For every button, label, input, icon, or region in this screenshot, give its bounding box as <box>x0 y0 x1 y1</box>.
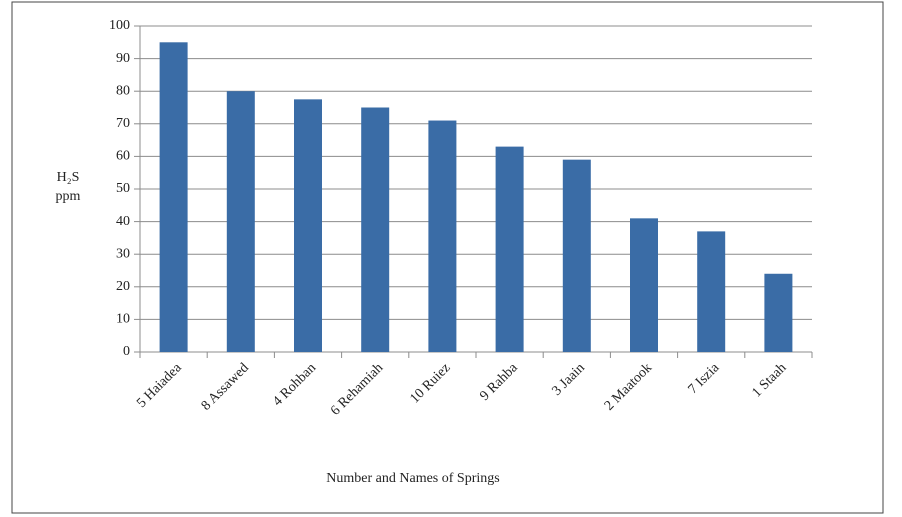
x-tick-label: 8 Assawed <box>199 360 252 413</box>
y-tick-label: 20 <box>116 279 130 294</box>
y-tick-label: 10 <box>116 312 130 327</box>
bar <box>630 218 658 352</box>
x-tick-label: 1 Staah <box>749 360 789 400</box>
x-tick-label: 2 Maatook <box>602 360 655 413</box>
y-tick-label: 100 <box>109 18 130 33</box>
bar <box>495 146 524 352</box>
y-tick-label: 30 <box>116 246 130 261</box>
y-tick-label: 40 <box>116 214 130 229</box>
y-tick-label: 70 <box>116 116 130 131</box>
chart-border <box>11 1 884 514</box>
x-tick-label: 4 Rohban <box>270 360 319 409</box>
bar <box>226 91 255 352</box>
x-tick-label: 9 Rahba <box>477 360 521 404</box>
bar <box>294 99 322 352</box>
bar <box>764 273 793 352</box>
x-tick-label: 6 Rehamiah <box>328 360 386 418</box>
y-axis-label: H₂S <box>57 170 80 185</box>
x-tick-label: 10 Ruiez <box>407 360 453 406</box>
bar <box>562 159 591 352</box>
x-tick-label: 3 Jaain <box>550 360 588 398</box>
y-tick-label: 50 <box>116 181 130 196</box>
y-axis-label: ppm <box>56 189 81 204</box>
bar <box>428 120 457 352</box>
x-tick-label: 7 Iszia <box>686 360 723 397</box>
bar <box>697 231 726 352</box>
bar <box>159 42 188 353</box>
x-tick-label: 5 Haiadea <box>134 360 185 411</box>
y-tick-label: 60 <box>116 149 130 164</box>
x-axis-label: Number and Names of Springs <box>326 471 499 486</box>
y-tick-label: 0 <box>123 344 130 359</box>
y-tick-label: 90 <box>116 51 130 66</box>
y-tick-label: 80 <box>116 83 130 98</box>
bar <box>361 107 390 352</box>
